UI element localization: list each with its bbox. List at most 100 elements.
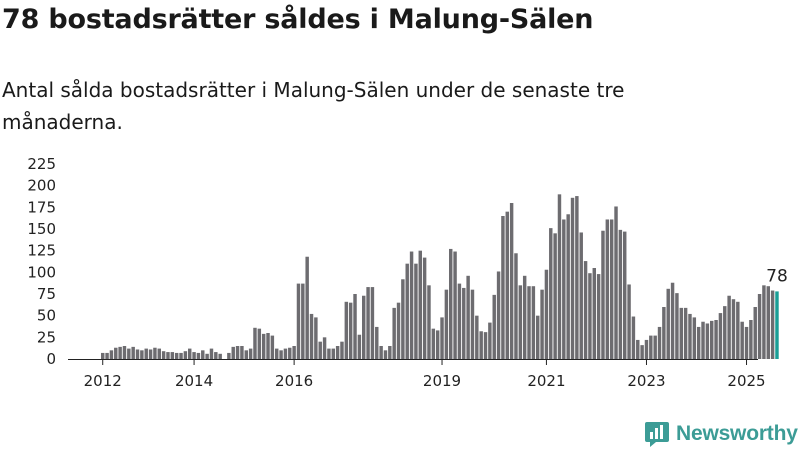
bar (475, 315, 479, 359)
bar (640, 345, 644, 359)
bar (362, 295, 366, 359)
bar (292, 346, 296, 359)
bar (605, 219, 610, 359)
bar (566, 214, 570, 359)
y-tick-label: 150 (27, 220, 56, 238)
bar (392, 307, 396, 359)
bar (696, 326, 701, 359)
bar (723, 306, 727, 359)
bar (161, 351, 166, 359)
bar (405, 263, 409, 359)
bar (148, 349, 153, 359)
bar (675, 293, 679, 359)
bar (218, 353, 222, 359)
bar (418, 250, 422, 359)
bar (270, 335, 275, 359)
bar (505, 211, 509, 359)
bar (214, 352, 218, 359)
bar (253, 327, 257, 359)
bar (549, 228, 553, 359)
newsworthy-logo-text: Newsworthy (676, 422, 798, 445)
x-tick-label: 2012 (84, 372, 122, 390)
bar (718, 313, 723, 359)
bar (101, 352, 105, 359)
bar (749, 320, 753, 359)
bar (344, 301, 349, 359)
bar (579, 232, 583, 359)
bar (544, 269, 549, 359)
bar (353, 294, 357, 359)
bar (401, 279, 405, 359)
bar (205, 353, 209, 359)
x-tick-label: 2025 (727, 372, 765, 390)
bar (318, 341, 322, 359)
bar (396, 302, 401, 359)
bar (670, 282, 675, 359)
bar (492, 294, 496, 359)
bar (440, 317, 444, 359)
bar (144, 348, 148, 359)
bar (705, 323, 710, 359)
bar (375, 326, 379, 359)
bar (427, 285, 431, 359)
y-tick-label: 125 (27, 242, 56, 260)
bar (261, 333, 266, 359)
bar (557, 194, 562, 359)
bar (366, 287, 370, 359)
bar (327, 348, 331, 359)
y-tick-label: 100 (27, 263, 56, 281)
bar (762, 285, 766, 359)
bar (235, 346, 240, 359)
bar (257, 328, 262, 359)
bar (153, 347, 157, 359)
x-tick-label: 2014 (175, 372, 213, 390)
bar (188, 348, 192, 359)
bar (409, 251, 414, 359)
bar (570, 197, 575, 359)
bar (679, 307, 683, 359)
y-tick-label: 25 (37, 328, 56, 346)
bar (179, 352, 183, 359)
bar (583, 261, 588, 359)
bar (666, 288, 670, 359)
bar (335, 346, 340, 359)
bar (314, 317, 318, 359)
bar (288, 347, 292, 359)
bar (479, 331, 483, 359)
bar (449, 248, 453, 359)
bar (209, 348, 214, 359)
bar (496, 271, 501, 359)
bar (727, 295, 731, 359)
bar (170, 352, 175, 359)
bar (275, 348, 279, 359)
bar (649, 335, 653, 359)
last-value-label: 78 (766, 266, 788, 286)
bar (714, 320, 718, 359)
bar (279, 350, 283, 359)
bar (183, 351, 188, 359)
bar (431, 328, 436, 359)
bar (196, 352, 201, 359)
bar (488, 322, 492, 359)
bar (118, 346, 122, 359)
y-tick-label: 0 (46, 350, 56, 368)
bar (766, 286, 770, 359)
bar (653, 335, 657, 359)
bar (710, 320, 714, 359)
y-tick-label: 175 (27, 198, 56, 216)
bar (201, 350, 205, 359)
bar (140, 350, 144, 359)
bar (527, 286, 531, 359)
bar (127, 348, 131, 359)
bar (383, 350, 388, 359)
bar (231, 346, 235, 359)
bar (248, 348, 253, 359)
bar (157, 348, 161, 359)
bar (240, 346, 244, 359)
bar (309, 313, 314, 359)
bar (135, 349, 140, 359)
bar (462, 287, 466, 359)
bar (109, 350, 114, 359)
bar (131, 346, 135, 359)
bar (122, 346, 127, 359)
